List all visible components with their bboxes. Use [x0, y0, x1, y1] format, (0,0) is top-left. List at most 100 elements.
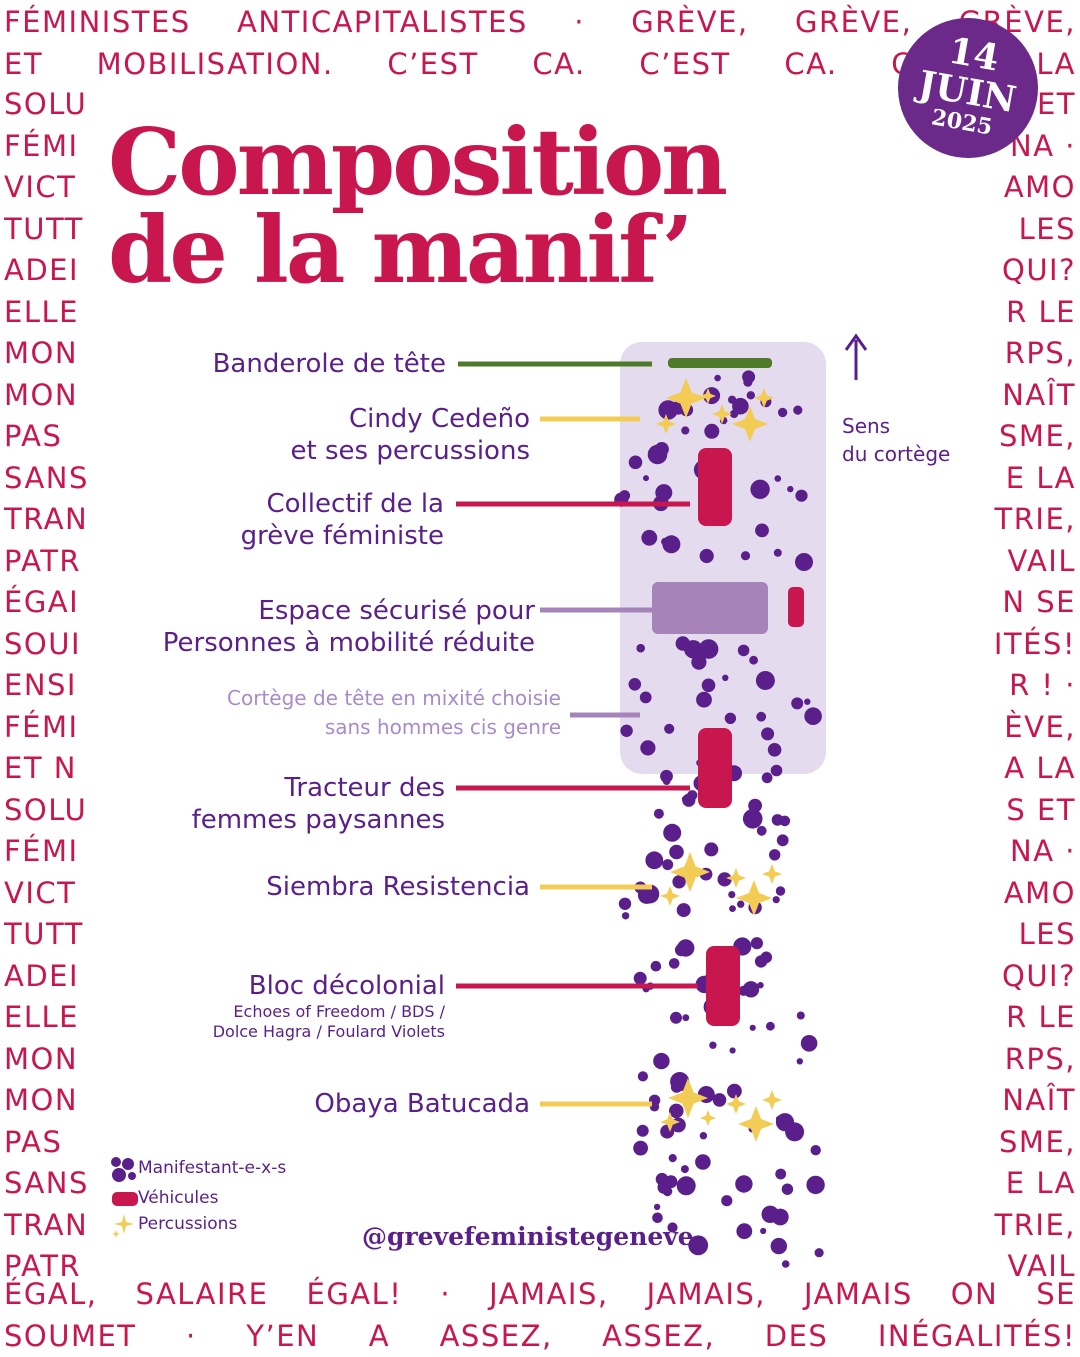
label-text: Siembra Resistencia — [266, 872, 530, 902]
label-obaya: Obaya Batucada — [200, 1088, 530, 1120]
demonstrator-dot — [793, 406, 802, 415]
demonstrator-dot — [704, 842, 718, 856]
demonstrator-dot — [637, 1125, 649, 1137]
demonstrator-dot — [769, 849, 780, 860]
demonstrator-dot — [654, 809, 664, 819]
demonstrator-dot — [809, 715, 817, 723]
label-banderole: Banderole de tête — [120, 348, 446, 380]
demonstrator-dot — [762, 772, 773, 783]
demonstrator-dot — [777, 834, 789, 846]
label-text: Tracteur des — [130, 772, 445, 804]
legend-manifestants: Manifestant-e-x-s — [138, 1158, 286, 1178]
demonstrator-dot — [669, 1154, 677, 1162]
demonstrator-dot — [771, 1238, 787, 1254]
demonstrator-dot — [640, 692, 652, 704]
demonstrator-dot — [664, 724, 674, 734]
demonstrator-dot — [776, 886, 785, 895]
vehicle-collectif — [698, 448, 732, 526]
demonstrator-dot — [806, 1176, 824, 1194]
demonstrator-dot — [797, 1058, 803, 1064]
demonstrator-dot — [677, 903, 691, 917]
label-tracteur: Tracteur des femmes paysannes — [130, 772, 445, 836]
demonstrator-dot — [775, 1169, 786, 1180]
percussion-sparkle — [762, 864, 782, 884]
label-bloc: Bloc décolonial Echoes of Freedom / BDS … — [130, 970, 445, 1042]
demonstrator-dot — [714, 375, 721, 382]
demonstrator-dot — [787, 486, 793, 492]
demonstrator-dot — [741, 551, 750, 560]
demonstrator-dot — [737, 901, 744, 908]
demonstrator-dot — [795, 553, 813, 571]
demonstrator-dot — [702, 679, 716, 693]
demonstrator-dot — [704, 424, 719, 439]
demonstrator-dot — [771, 765, 783, 777]
demonstrator-dot — [797, 1012, 805, 1020]
demonstrator-dot — [801, 1035, 818, 1052]
percussion-sparkle — [726, 868, 746, 888]
demonstrator-dot — [662, 859, 673, 870]
legend-dots-icon — [111, 1157, 136, 1182]
vehicle-bloc — [706, 946, 740, 1026]
demonstrator-dot — [751, 937, 763, 949]
demonstrator-dot — [722, 675, 728, 681]
label-text: Bloc décolonial — [130, 970, 445, 1002]
demonstrator-dot — [747, 391, 755, 399]
label-text: grève féministe — [150, 520, 444, 552]
demonstrator-dot — [815, 1248, 824, 1257]
demonstrator-dot — [676, 636, 690, 650]
demonstrator-dot — [804, 699, 810, 705]
demonstrator-dot — [651, 961, 662, 972]
demonstrator-dot — [761, 727, 774, 740]
demonstrator-dot — [620, 725, 632, 737]
demonstrator-dot — [633, 1141, 648, 1156]
demonstrator-dot — [776, 1116, 782, 1122]
label-espace: Espace sécurisé pour Personnes à mobilit… — [90, 595, 535, 659]
label-text: Cindy Cedeño — [200, 403, 530, 435]
demonstrator-dot — [750, 480, 769, 499]
label-text: Obaya Batucada — [314, 1089, 530, 1119]
demonstrator-dot — [691, 655, 706, 670]
demonstrator-dot — [663, 777, 671, 785]
head-banner — [668, 358, 772, 368]
vehicle-small — [788, 587, 804, 627]
percussion-sparkle — [660, 886, 680, 906]
demonstrator-dot — [774, 549, 782, 557]
demonstrator-dot — [687, 790, 697, 800]
demonstrator-dot — [665, 1175, 678, 1188]
percussion-sparkle — [726, 1094, 746, 1114]
label-text: Espace sécurisé pour — [90, 595, 535, 627]
demonstrator-dot — [727, 1084, 742, 1099]
demonstrator-dot — [743, 809, 763, 829]
label-subtext: Echoes of Freedom / BDS / — [130, 1002, 445, 1022]
demonstrator-dot — [725, 713, 736, 724]
demonstrator-dot — [663, 824, 681, 842]
legend-vehicle-icon — [112, 1192, 138, 1206]
percussion-sparkle — [738, 1106, 774, 1142]
label-siembra: Siembra Resistencia — [180, 871, 530, 903]
demonstrator-dot — [730, 1047, 736, 1053]
label-text: sans hommes cis genre — [150, 713, 561, 742]
demonstrator-dot — [645, 851, 663, 869]
demonstrator-dot — [643, 475, 649, 481]
demonstrator-dot — [721, 1195, 732, 1206]
label-text: Collectif de la — [150, 488, 444, 520]
demonstrator-dot — [757, 826, 767, 836]
demonstrator-dot — [756, 671, 775, 690]
percussion-sparkle — [700, 1110, 716, 1126]
label-cindy: Cindy Cedeño et ses percussions — [200, 403, 530, 467]
demonstrator-dot — [681, 426, 689, 434]
demonstrator-dot — [766, 1022, 775, 1031]
demonstrator-dot — [700, 549, 714, 563]
demonstrator-dot — [782, 1260, 790, 1268]
demonstrator-dot — [775, 475, 782, 482]
direction-line: du cortège — [842, 440, 950, 468]
demonstrator-dot — [653, 1053, 669, 1069]
social-handle: @grevefeministegeneve — [362, 1222, 694, 1251]
demonstrator-dot — [640, 740, 655, 755]
demonstrator-dot — [682, 1014, 689, 1021]
label-text: Banderole de tête — [213, 349, 446, 379]
demonstrator-dot — [629, 456, 643, 470]
demonstrator-dot — [761, 952, 773, 964]
demonstrator-dot — [670, 1012, 682, 1024]
